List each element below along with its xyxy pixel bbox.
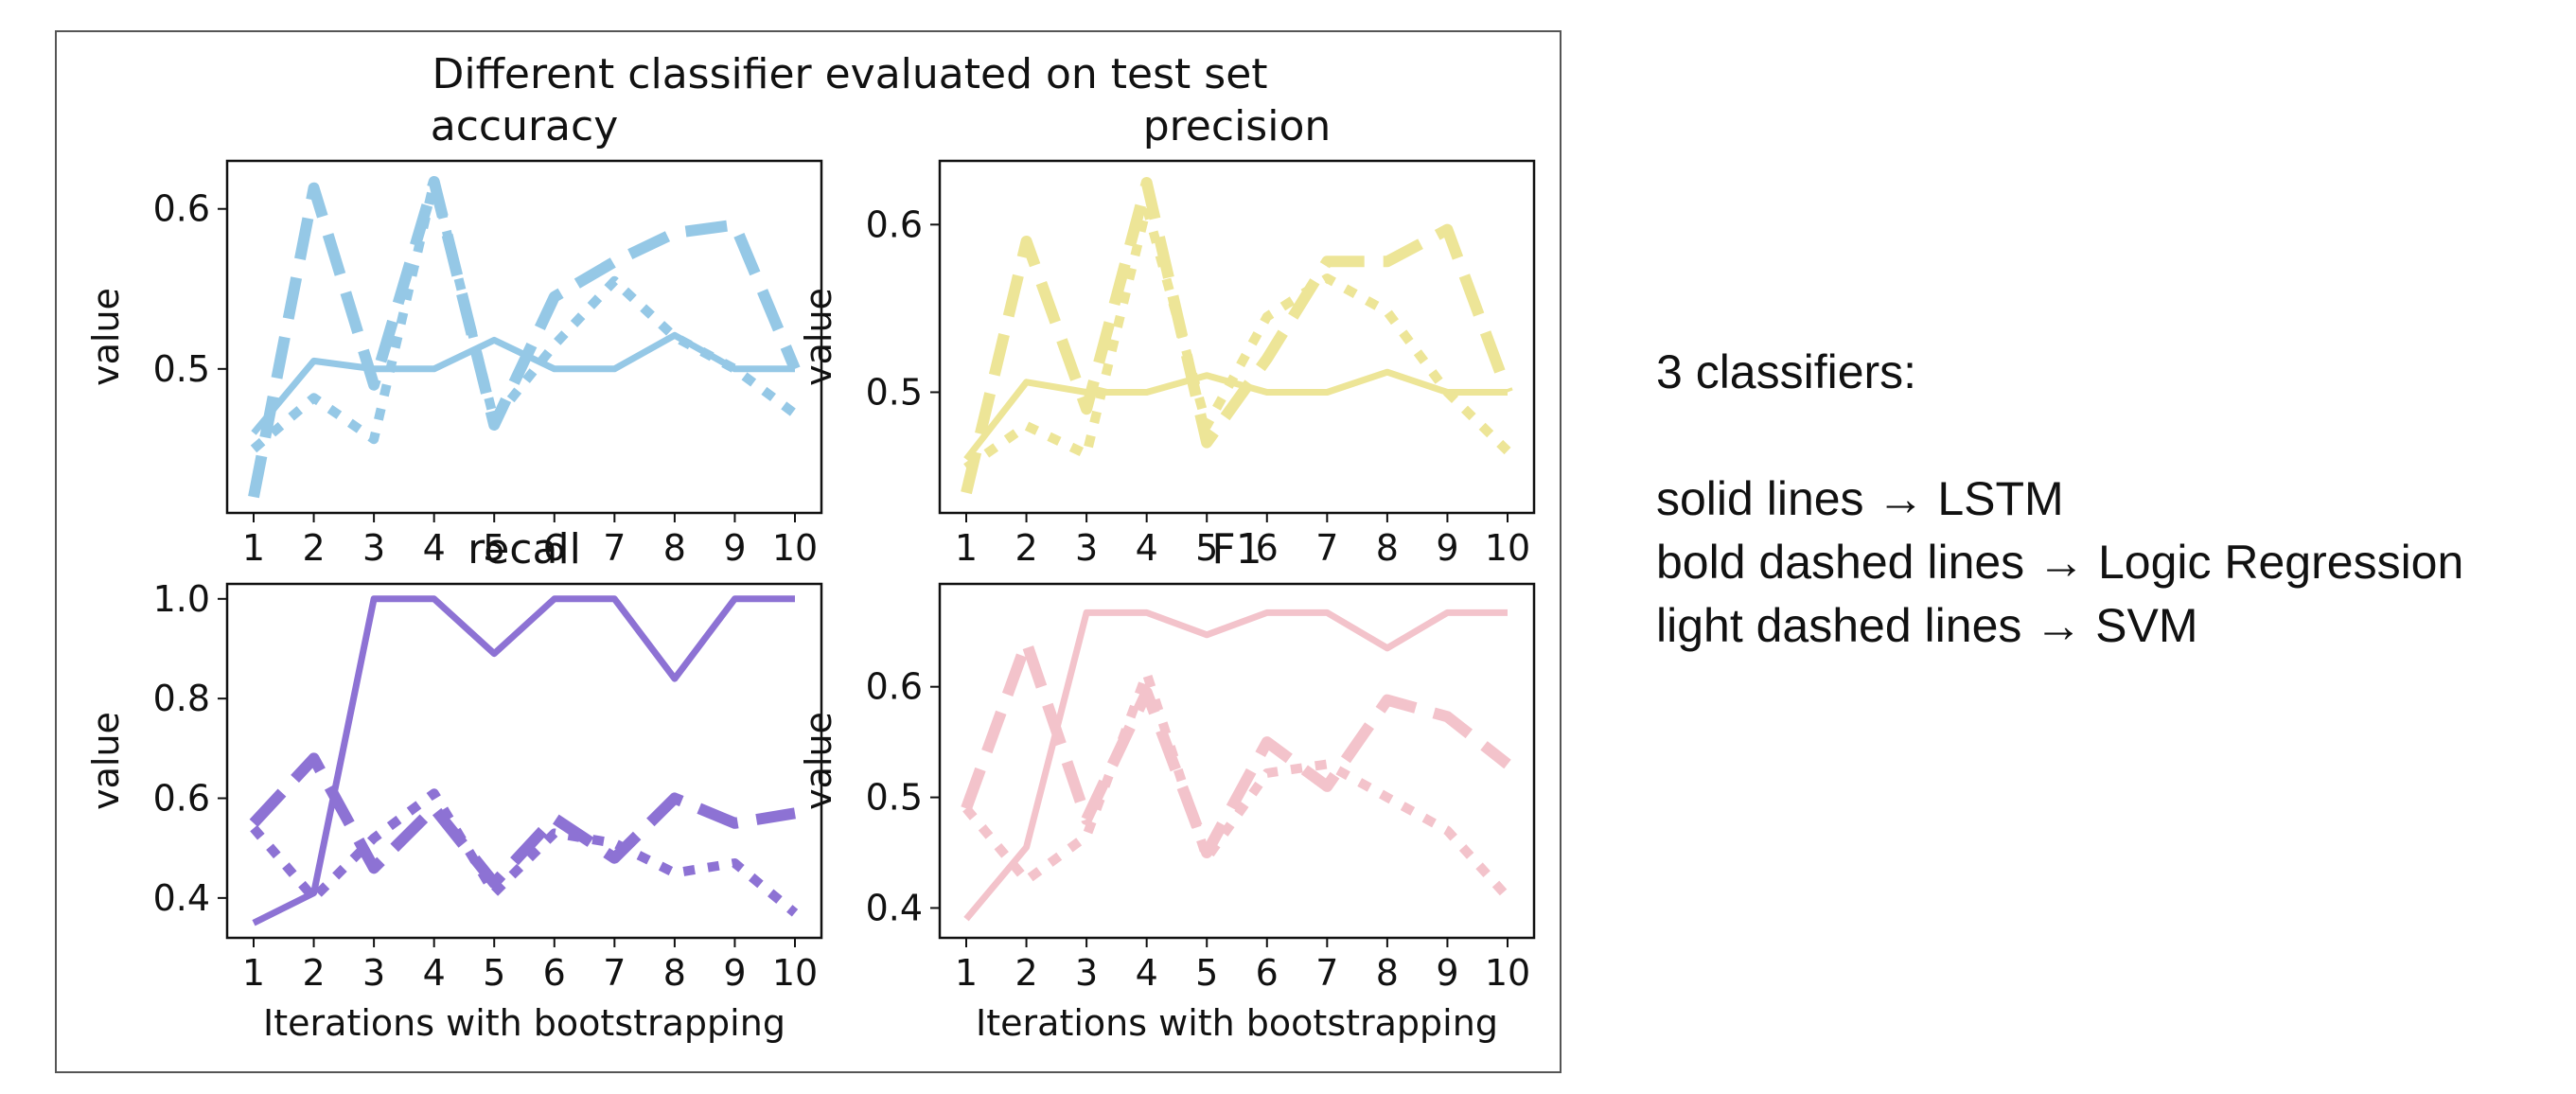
plot-series-group (961, 609, 1511, 922)
y-tick-label: 0.6 (153, 188, 210, 230)
x-tick-label: 5 (1195, 527, 1218, 569)
series-line-dashed (961, 177, 1513, 495)
y-tick-label: 0.5 (866, 371, 923, 413)
x-tick-label: 1 (955, 952, 978, 994)
y-tick-label: 1.0 (153, 578, 210, 620)
x-tick-label: 5 (1195, 952, 1218, 994)
x-tick-label: 8 (1376, 527, 1399, 569)
x-tick-label: 8 (663, 952, 686, 994)
x-tick-label: 10 (1485, 527, 1530, 569)
x-tick-label: 2 (302, 527, 325, 569)
x-tick-label: 8 (1376, 952, 1399, 994)
series-line-solid (963, 368, 1508, 462)
x-tick-label: 7 (603, 952, 626, 994)
x-tick-label: 9 (723, 527, 746, 569)
x-tick-label: 7 (1315, 527, 1338, 569)
x-tick-label: 9 (1436, 952, 1458, 994)
x-tick-label: 4 (1136, 527, 1158, 569)
series-line-dashed (248, 176, 801, 499)
x-tick-label: 10 (772, 952, 818, 994)
series-line-dashed (961, 636, 1511, 858)
x-tick-label: 5 (483, 952, 505, 994)
y-tick-label: 0.6 (153, 778, 210, 820)
y-axis-label: value (798, 288, 839, 386)
notes-line-lstm: solid lines → LSTM (1656, 472, 2064, 525)
x-tick-label: 2 (302, 952, 325, 994)
y-axis-label: value (798, 712, 839, 810)
plot-title: accuracy (431, 102, 619, 150)
figure-frame (55, 30, 1561, 1073)
x-tick-label: 3 (1075, 952, 1098, 994)
series-line-dashed (249, 752, 796, 890)
x-tick-label: 7 (603, 527, 626, 569)
y-tick-label: 0.4 (153, 877, 210, 919)
legend-notes: 3 classifiers: solid lines → LSTM bold d… (1656, 341, 2463, 658)
x-tick-label: 1 (242, 527, 265, 569)
plot-series-group (248, 176, 801, 499)
x-axis-label: Iterations with bootstrapping (263, 1002, 785, 1044)
plot-precision: precision 1 2 3 4 5 6 7 8 9 10 0.5 0.6 value (798, 102, 1536, 569)
x-tick-label: 6 (1256, 527, 1279, 569)
plot-axes-frame (225, 159, 823, 515)
y-tick-label: 0.8 (153, 678, 210, 719)
series-line-solid (963, 609, 1508, 922)
plot-axes-frame (225, 582, 823, 940)
x-tick-label: 2 (1015, 527, 1037, 569)
y-tick-label: 0.4 (866, 887, 923, 928)
x-tick-label: 6 (543, 952, 566, 994)
x-tick-label: 10 (772, 527, 818, 569)
y-axis-label: value (85, 288, 127, 386)
x-tick-label: 5 (483, 527, 505, 569)
series-line-dotted (250, 177, 798, 453)
series-line-dotted (962, 668, 1511, 901)
notes-line-logic-regression: bold dashed lines → Logic Regression (1656, 536, 2464, 589)
x-tick-label: 6 (1256, 952, 1279, 994)
x-tick-label: 6 (543, 527, 566, 569)
y-tick-label: 0.5 (866, 777, 923, 819)
y-tick-label: 0.6 (866, 666, 923, 708)
series-line-solid (252, 595, 795, 926)
plot-title: recall (468, 525, 581, 573)
x-tick-label: 2 (1015, 952, 1037, 994)
y-tick-label: 0.6 (866, 203, 923, 245)
x-tick-label: 1 (955, 527, 978, 569)
x-tick-label: 9 (1436, 527, 1458, 569)
plot-series-group (961, 177, 1513, 495)
notes-spacer (1656, 404, 2463, 468)
notes-line-svm: light dashed lines → SVM (1656, 599, 2198, 652)
x-tick-label: 1 (242, 952, 265, 994)
x-tick-label: 8 (663, 527, 686, 569)
x-tick-label: 4 (1136, 952, 1158, 994)
plot-title: precision (1143, 102, 1332, 150)
x-tick-label: 3 (362, 952, 385, 994)
x-tick-label: 4 (423, 527, 446, 569)
x-axis-label: Iterations with bootstrapping (976, 1002, 1498, 1044)
plot-accuracy: accuracy 1 2 3 4 5 6 7 8 9 10 0.5 0.6 value (85, 102, 823, 569)
x-tick-label: 3 (1075, 527, 1098, 569)
x-tick-label: 9 (723, 952, 746, 994)
plot-title: F1 (1211, 525, 1262, 573)
y-tick-label: 0.5 (153, 348, 210, 390)
series-line-dotted (963, 203, 1511, 472)
plot-series-group (249, 595, 799, 926)
x-tick-label: 4 (423, 952, 446, 994)
x-tick-label: 7 (1315, 952, 1338, 994)
figure-title: Different classifier evaluated on test s… (432, 50, 1267, 98)
plot-axes-frame (938, 582, 1536, 940)
plot-axes-frame (938, 159, 1536, 515)
y-axis-label: value (85, 712, 127, 810)
x-tick-label: 10 (1485, 952, 1530, 994)
notes-heading: 3 classifiers: (1656, 345, 1917, 398)
x-tick-label: 3 (362, 527, 385, 569)
